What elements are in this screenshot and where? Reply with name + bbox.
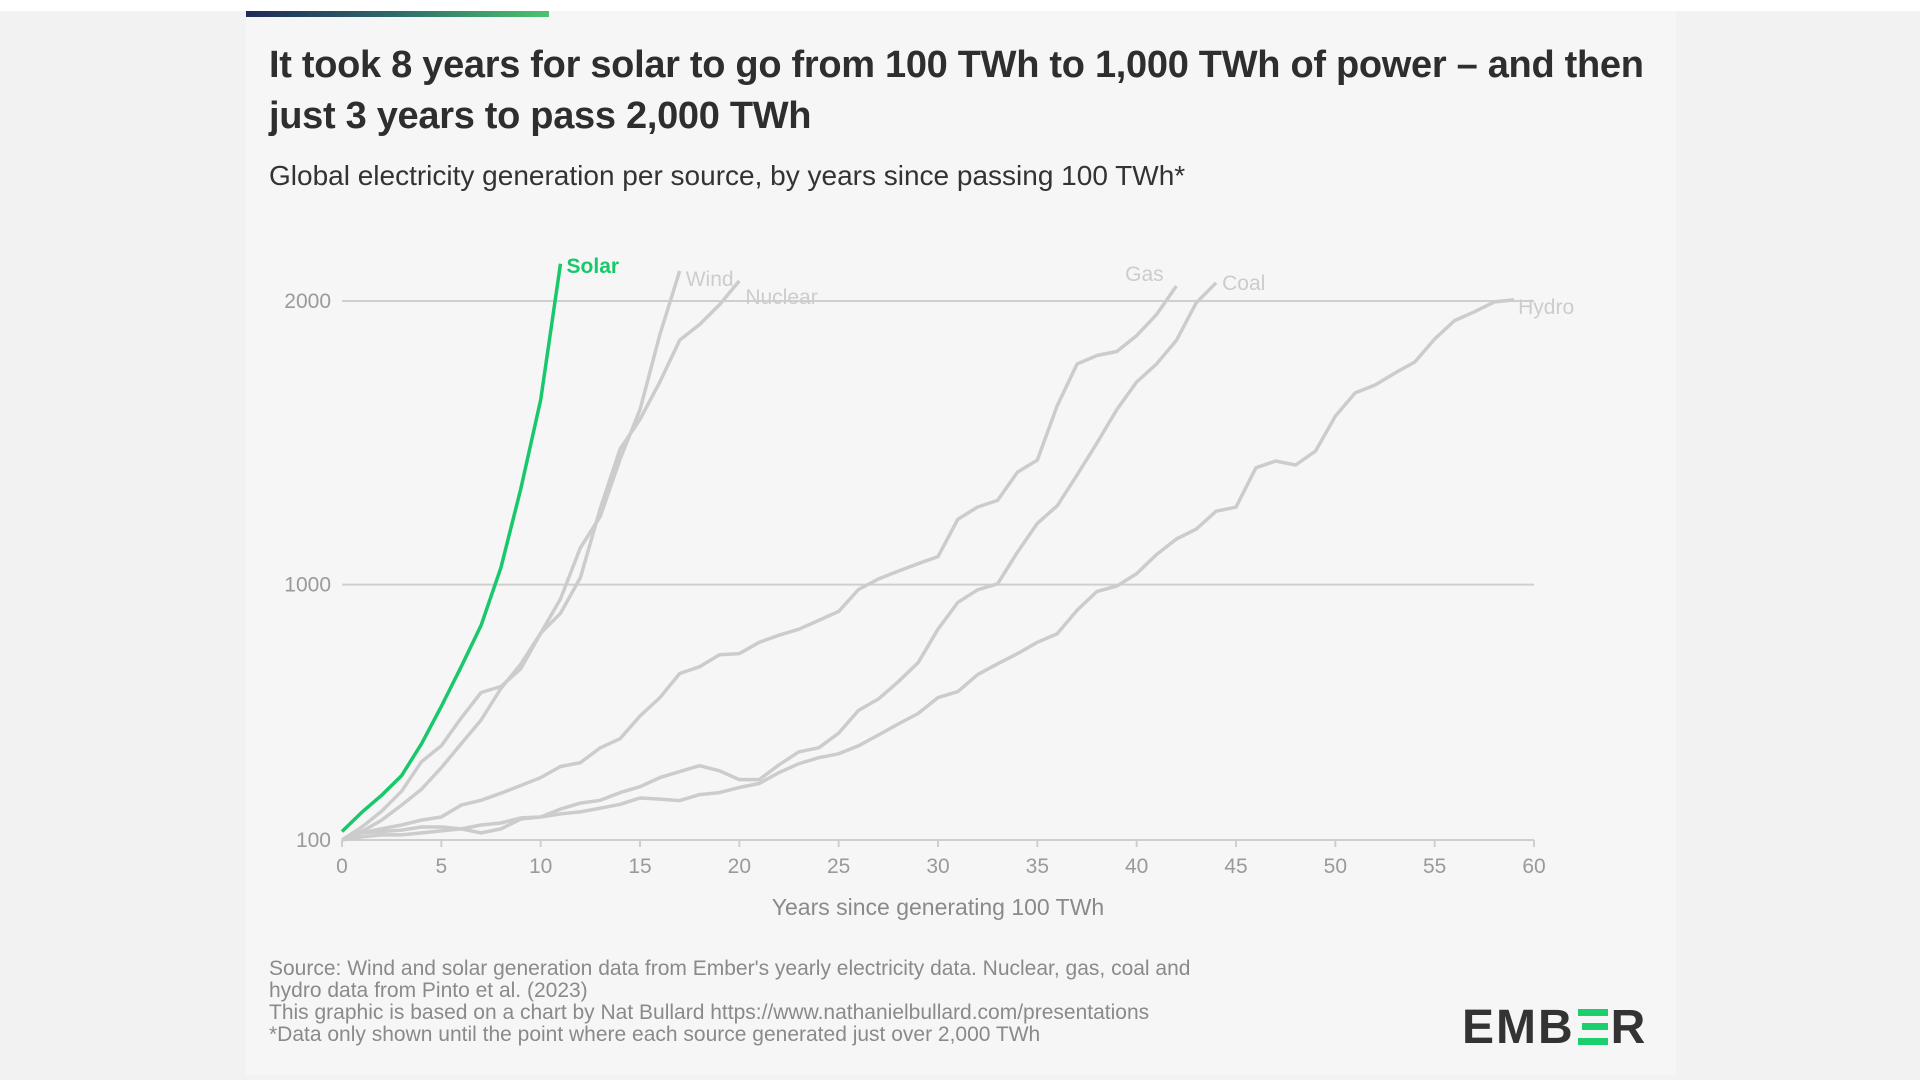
logo-text-emb: EMB xyxy=(1462,1001,1575,1054)
series-line-gas xyxy=(341,285,1178,842)
series-label-coal: Coal xyxy=(1222,272,1265,295)
series-label-wind: Wind xyxy=(686,268,734,291)
ember-logo: EMB R xyxy=(1462,1003,1647,1053)
series-line-coal xyxy=(341,281,1218,842)
x-tick-label: 5 xyxy=(435,855,447,878)
x-tick-label: 40 xyxy=(1125,855,1148,878)
chart-subtitle: Global electricity generation per source… xyxy=(269,160,1186,191)
series-line-hydro xyxy=(341,298,1515,842)
series-line-nuclear xyxy=(341,279,741,842)
logo-text-r: R xyxy=(1610,1001,1648,1054)
credit-line[interactable]: This graphic is based on a chart by Nat … xyxy=(269,1001,1150,1024)
x-tick-label: 35 xyxy=(1026,855,1049,878)
x-axis-label: Years since generating 100 TWh xyxy=(772,894,1104,920)
series-label-hydro: Hydro xyxy=(1518,296,1574,319)
series-label-nuclear: Nuclear xyxy=(745,286,817,309)
footnote-line: *Data only shown until the point where e… xyxy=(269,1023,1041,1046)
x-tick-label: 30 xyxy=(926,855,949,878)
x-tick-label: 0 xyxy=(336,855,348,878)
footer-notes: Source: Wind and solar generation data f… xyxy=(269,958,1419,1046)
series-line-wind xyxy=(341,270,682,842)
y-tick-label: 1000 xyxy=(284,574,331,597)
x-tick-label: 15 xyxy=(628,855,651,878)
series-line-solar xyxy=(340,263,563,833)
y-tick-label: 2000 xyxy=(284,290,331,313)
x-tick-label: 20 xyxy=(728,855,751,878)
y-tick-label: 100 xyxy=(296,829,331,852)
x-tick-label: 50 xyxy=(1324,855,1347,878)
x-tick-label: 10 xyxy=(529,855,552,878)
x-tick-label: 55 xyxy=(1423,855,1446,878)
source-line-1: Source: Wind and solar generation data f… xyxy=(269,957,1191,980)
chart-card xyxy=(246,11,1676,1075)
logo-green-e xyxy=(1577,1009,1608,1045)
x-tick-label: 60 xyxy=(1522,855,1545,878)
x-tick-label: 45 xyxy=(1224,855,1247,878)
accent-bar xyxy=(246,11,549,17)
source-line-2: hydro data from Pinto et al. (2023) xyxy=(269,979,588,1002)
x-tick-label: 25 xyxy=(827,855,850,878)
series-label-gas: Gas xyxy=(1125,263,1164,286)
series-label-solar: Solar xyxy=(567,255,620,278)
chart-title: It took 8 years for solar to go from 100… xyxy=(269,44,1644,137)
top-strip xyxy=(0,0,1920,11)
